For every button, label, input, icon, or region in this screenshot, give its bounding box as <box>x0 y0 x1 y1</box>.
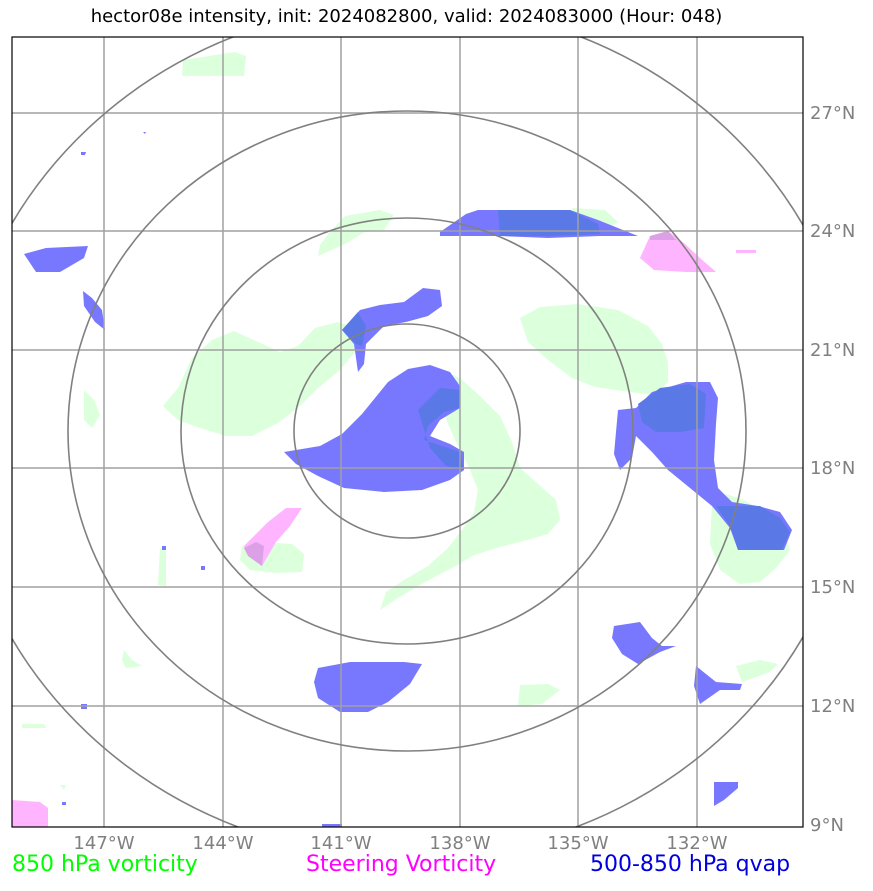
lat-tick-label: 24°N <box>810 221 855 242</box>
overlap-layer <box>244 210 790 566</box>
legend-qvap: 500-850 hPa qvap <box>590 852 791 877</box>
lat-tick-label: 15°N <box>810 577 855 598</box>
lon-tick-label: 147°W <box>73 833 134 854</box>
lat-tick-label: 27°N <box>810 103 855 124</box>
lat-tick-label: 18°N <box>810 458 855 479</box>
legend-steering-vorticity: Steering Vorticity <box>306 852 497 877</box>
plot-frame <box>11 36 804 828</box>
lat-tick-label: 12°N <box>810 696 855 717</box>
gridlines <box>12 37 803 827</box>
lon-tick-label: 132°W <box>666 833 727 854</box>
range-ring-2 <box>180 217 634 645</box>
map-title: hector08e intensity, init: 2024082800, v… <box>90 6 723 27</box>
range-ring-1 <box>293 323 521 539</box>
lon-tick-label: 138°W <box>429 833 490 854</box>
lon-tick-label: 141°W <box>310 833 371 854</box>
latitude-axis: 27°N 24°N 21°N 18°N 15°N 12°N 9°N <box>810 103 855 836</box>
longitude-axis: 147°W 144°W 141°W 138°W 135°W 132°W <box>73 833 727 854</box>
map-content <box>12 37 803 827</box>
lat-tick-label: 9°N <box>810 815 844 836</box>
lat-tick-label: 21°N <box>810 340 855 361</box>
range-ring-3 <box>67 110 747 752</box>
range-rings <box>12 37 803 827</box>
legend-850-vorticity: 850 hPa vorticity <box>12 852 198 877</box>
lon-tick-label: 144°W <box>192 833 253 854</box>
lon-tick-label: 135°W <box>547 833 608 854</box>
